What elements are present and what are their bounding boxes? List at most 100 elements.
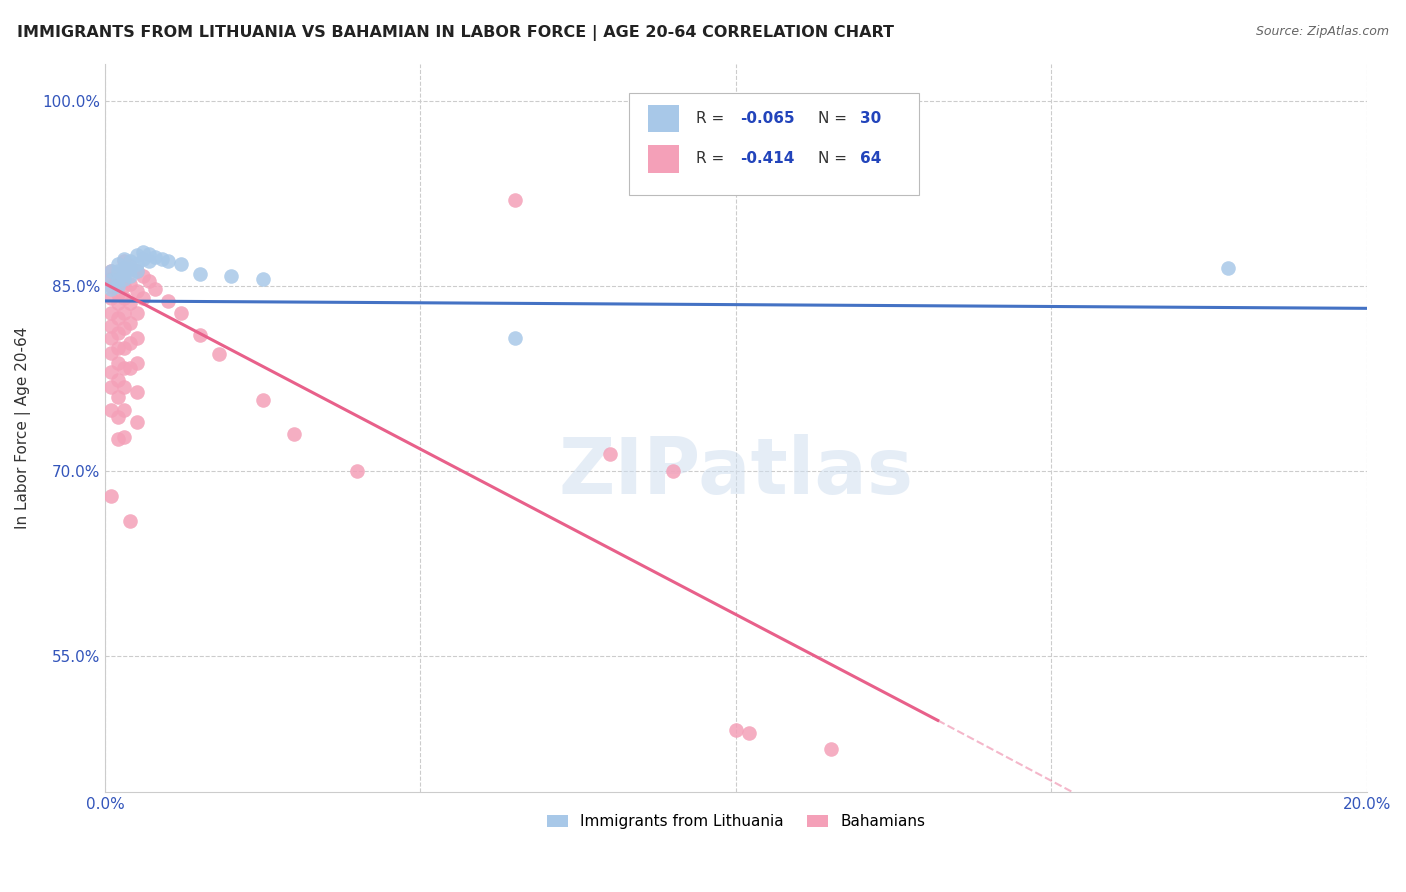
- Point: [100, 331, 122, 345]
- Point: [107, 390, 129, 404]
- Point: [120, 254, 142, 268]
- Point: [112, 267, 135, 281]
- Point: [724, 723, 747, 738]
- Text: R =: R =: [696, 151, 728, 166]
- Point: [107, 356, 129, 370]
- Point: [125, 331, 148, 345]
- Point: [157, 293, 180, 308]
- Point: [120, 260, 142, 274]
- Point: [107, 267, 129, 281]
- Point: [252, 392, 274, 407]
- Text: R =: R =: [696, 112, 728, 126]
- Point: [107, 273, 129, 287]
- Point: [120, 335, 142, 350]
- Point: [112, 402, 135, 417]
- Text: -0.065: -0.065: [740, 112, 794, 126]
- Point: [283, 427, 305, 442]
- Point: [112, 380, 135, 394]
- Point: [252, 271, 274, 285]
- Point: [125, 248, 148, 262]
- Point: [170, 257, 193, 271]
- Point: [107, 326, 129, 340]
- Point: [107, 296, 129, 310]
- Point: [125, 385, 148, 400]
- Point: [132, 292, 155, 306]
- Point: [503, 331, 526, 345]
- Point: [112, 430, 135, 444]
- Point: [132, 244, 155, 259]
- Point: [100, 306, 122, 320]
- Point: [138, 247, 160, 261]
- Text: IMMIGRANTS FROM LITHUANIA VS BAHAMIAN IN LABOR FORCE | AGE 20-64 CORRELATION CHA: IMMIGRANTS FROM LITHUANIA VS BAHAMIAN IN…: [17, 25, 894, 41]
- Point: [100, 264, 122, 278]
- Point: [170, 306, 193, 320]
- Point: [1216, 260, 1239, 275]
- Point: [125, 257, 148, 271]
- Point: [132, 269, 155, 284]
- Point: [107, 409, 129, 424]
- Text: ZIPatlas: ZIPatlas: [558, 434, 914, 509]
- Point: [599, 447, 621, 461]
- Point: [100, 318, 122, 333]
- Point: [188, 267, 211, 281]
- Point: [125, 264, 148, 278]
- Point: [112, 267, 135, 281]
- Point: [207, 347, 229, 361]
- Point: [145, 250, 167, 264]
- Point: [112, 321, 135, 335]
- Point: [107, 432, 129, 446]
- Point: [112, 254, 135, 268]
- Point: [112, 252, 135, 266]
- Point: [112, 360, 135, 375]
- Point: [112, 260, 135, 275]
- Point: [219, 269, 242, 284]
- Point: [107, 311, 129, 326]
- Point: [737, 725, 759, 739]
- Point: [145, 282, 167, 296]
- Point: [120, 269, 142, 284]
- Point: [112, 306, 135, 320]
- Text: 30: 30: [859, 112, 880, 126]
- Point: [120, 316, 142, 330]
- Point: [100, 273, 122, 287]
- Point: [100, 345, 122, 359]
- Y-axis label: In Labor Force | Age 20-64: In Labor Force | Age 20-64: [15, 326, 31, 529]
- Point: [112, 279, 135, 293]
- Point: [107, 264, 129, 278]
- Point: [100, 366, 122, 380]
- Text: N =: N =: [818, 112, 852, 126]
- Point: [107, 341, 129, 355]
- Point: [138, 274, 160, 288]
- Point: [100, 264, 122, 278]
- Text: -0.414: -0.414: [740, 151, 794, 166]
- Point: [120, 261, 142, 276]
- Point: [100, 402, 122, 417]
- Point: [120, 514, 142, 528]
- Point: [125, 415, 148, 429]
- Text: N =: N =: [818, 151, 852, 166]
- Point: [157, 254, 180, 268]
- Point: [107, 257, 129, 271]
- Point: [120, 360, 142, 375]
- FancyBboxPatch shape: [648, 105, 679, 133]
- Point: [120, 277, 142, 291]
- Point: [120, 296, 142, 310]
- Text: Source: ZipAtlas.com: Source: ZipAtlas.com: [1256, 25, 1389, 38]
- Point: [125, 264, 148, 278]
- Point: [125, 356, 148, 370]
- Point: [125, 306, 148, 320]
- Point: [100, 489, 122, 503]
- Point: [188, 328, 211, 343]
- Text: 64: 64: [859, 151, 882, 166]
- Point: [112, 271, 135, 285]
- Point: [132, 252, 155, 266]
- Point: [100, 292, 122, 306]
- Point: [100, 271, 122, 285]
- FancyBboxPatch shape: [628, 93, 920, 195]
- FancyBboxPatch shape: [648, 145, 679, 172]
- Point: [820, 741, 842, 756]
- Point: [107, 279, 129, 293]
- Point: [503, 193, 526, 207]
- Legend: Immigrants from Lithuania, Bahamians: Immigrants from Lithuania, Bahamians: [540, 808, 931, 835]
- Point: [346, 464, 368, 478]
